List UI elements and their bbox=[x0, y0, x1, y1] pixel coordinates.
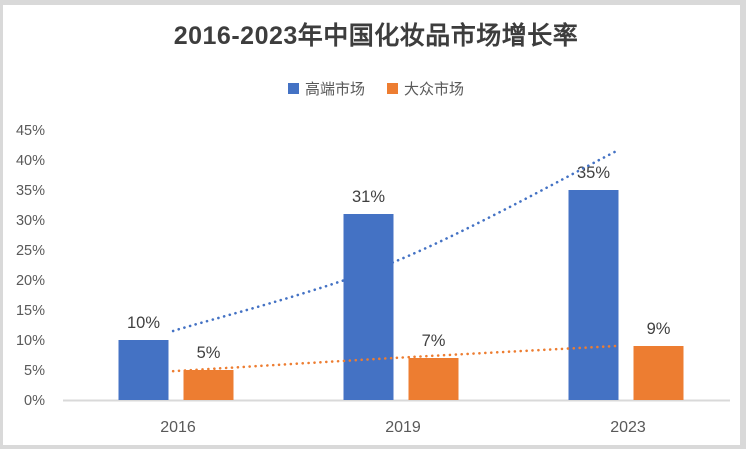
data-label-premium-2016: 10% bbox=[127, 314, 160, 332]
trendline-mass bbox=[171, 344, 618, 373]
bar-premium-2023 bbox=[568, 190, 619, 400]
legend: 高端市场 大众市场 bbox=[0, 78, 752, 98]
data-label-mass-2016: 5% bbox=[197, 344, 221, 362]
y-axis-tick-label: 25% bbox=[16, 243, 45, 259]
y-axis-tick-label: 40% bbox=[16, 153, 45, 169]
x-axis-category-label: 2023 bbox=[610, 419, 646, 436]
trendline-premium bbox=[171, 149, 618, 333]
y-axis-tick-label: 35% bbox=[16, 183, 45, 199]
y-axis-tick-label: 45% bbox=[16, 123, 45, 139]
x-axis-category-label: 2016 bbox=[160, 419, 196, 436]
y-axis-tick-label: 5% bbox=[24, 363, 45, 379]
legend-label-premium: 高端市场 bbox=[304, 80, 365, 98]
data-label-mass-2023: 9% bbox=[647, 320, 671, 338]
legend-swatch-mass bbox=[387, 82, 398, 94]
data-label-premium-2019: 31% bbox=[352, 188, 385, 206]
legend-swatch-premium bbox=[287, 82, 299, 94]
bar-mass-2023 bbox=[633, 346, 684, 400]
y-axis-tick-label: 30% bbox=[16, 213, 45, 229]
bar-premium-2019 bbox=[343, 214, 394, 400]
legend-item-premium: 高端市场 bbox=[287, 78, 365, 99]
legend-item-mass: 大众市场 bbox=[387, 78, 464, 99]
chart-title: 2016-2023年中国化妆品市场增长率 bbox=[173, 22, 579, 50]
x-axis-category-label: 2019 bbox=[385, 419, 421, 436]
bar-premium-2016 bbox=[118, 340, 169, 400]
bar-mass-2016 bbox=[183, 370, 234, 400]
legend-label-mass: 大众市场 bbox=[404, 80, 465, 98]
data-label-premium-2023: 35% bbox=[577, 164, 610, 182]
y-axis-tick-label: 15% bbox=[16, 303, 45, 319]
data-label-mass-2019: 7% bbox=[422, 332, 446, 350]
y-axis-tick-label: 10% bbox=[16, 333, 45, 349]
y-axis-tick-label: 0% bbox=[24, 393, 45, 409]
y-axis-tick-label: 20% bbox=[16, 273, 45, 289]
bar-mass-2019 bbox=[408, 358, 459, 400]
